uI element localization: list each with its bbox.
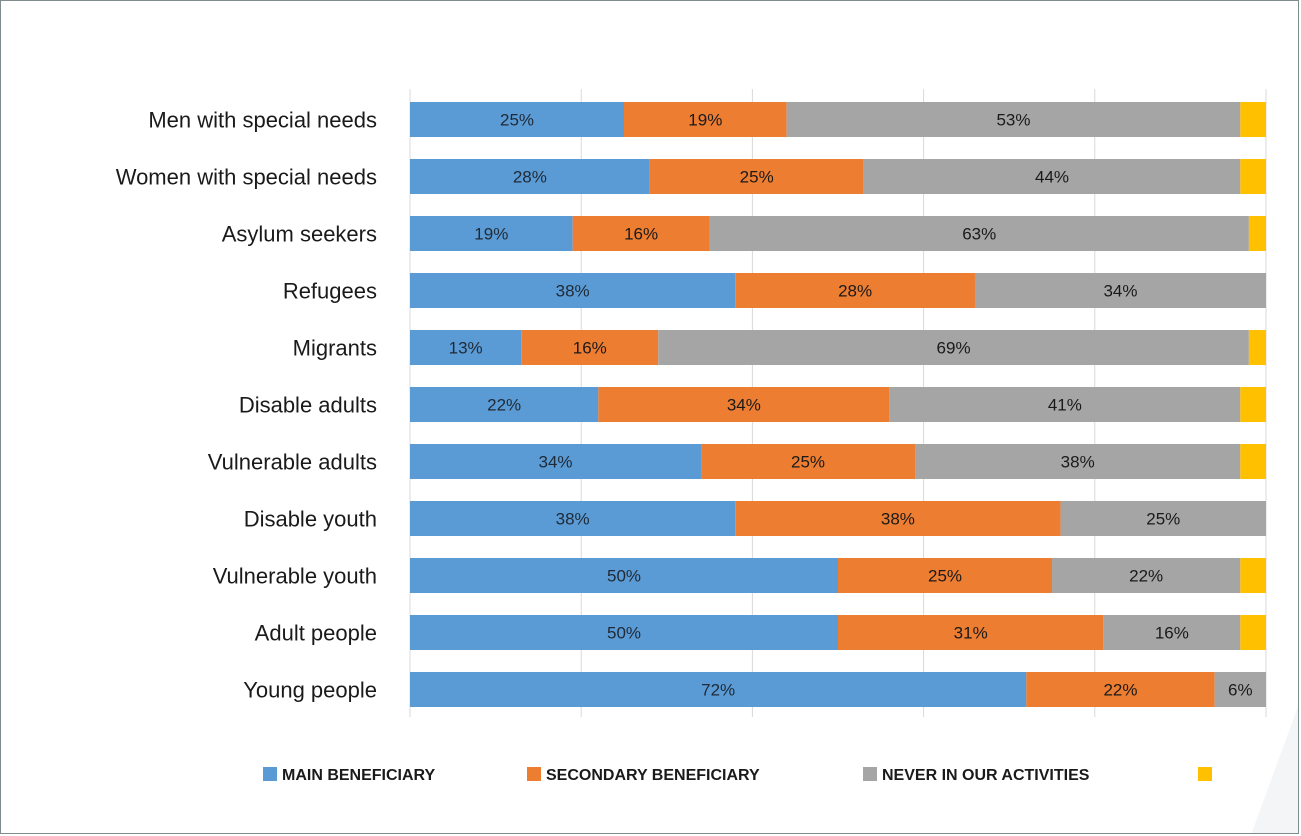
data-label-s0-r2: 19%	[474, 225, 508, 244]
data-label-s2-r3: 34%	[1103, 282, 1137, 301]
category-label-0: Men with special needs	[148, 108, 377, 133]
category-labels: Men with special needs Women with special…	[116, 108, 377, 703]
data-label-s2-r10: 6%	[1228, 681, 1253, 700]
legend-swatch-0	[263, 767, 277, 781]
legend-swatch-3	[1198, 767, 1212, 781]
category-label-9: Adult people	[255, 621, 377, 646]
data-label-s0-r10: 72%	[701, 681, 735, 700]
bar-segment-s0-r8	[410, 558, 838, 593]
bar-segment-s1-r3	[735, 273, 975, 308]
category-label-10: Young people	[243, 678, 377, 703]
data-label-s1-r0: 19%	[688, 111, 722, 130]
bar-segment-s2-r2	[709, 216, 1249, 251]
bar-segment-s3-r8	[1240, 558, 1266, 593]
legend: MAIN BENEFICIARY SECONDARY BENEFICIARY NEV…	[263, 767, 1212, 784]
data-label-s0-r3: 38%	[556, 282, 590, 301]
data-label-s2-r8: 22%	[1129, 567, 1163, 586]
category-label-7: Disable youth	[244, 507, 377, 532]
data-label-s2-r7: 25%	[1146, 510, 1180, 529]
data-label-s1-r7: 38%	[881, 510, 915, 529]
bar-segment-s0-r9	[410, 615, 838, 650]
bar-segment-s0-r7	[410, 501, 736, 536]
data-label-s2-r4: 69%	[937, 339, 971, 358]
legend-swatch-2	[863, 767, 877, 781]
bar-segment-s2-r4	[658, 330, 1249, 365]
bar-segment-s3-r9	[1240, 615, 1266, 650]
bar-segment-s0-r3	[410, 273, 736, 308]
bar-segment-s3-r6	[1240, 444, 1266, 479]
category-label-8: Vulnerable youth	[213, 564, 377, 589]
data-label-s2-r2: 63%	[962, 225, 996, 244]
category-label-2: Asylum seekers	[222, 222, 377, 247]
bar-segment-s0-r0	[410, 102, 624, 137]
data-label-s2-r9: 16%	[1155, 624, 1189, 643]
bar-segment-s3-r5	[1240, 387, 1266, 422]
bar-segment-s1-r6	[701, 444, 916, 479]
data-label-s0-r1: 28%	[513, 168, 547, 187]
bar-segment-s1-r2	[572, 216, 710, 251]
bar-segment-s3-r0	[1240, 102, 1266, 137]
data-label-s1-r2: 16%	[624, 225, 658, 244]
legend-label-0: MAIN BENEFICIARY	[282, 767, 436, 784]
bar-segment-s0-r2	[410, 216, 573, 251]
bar-segment-s1-r0	[624, 102, 787, 137]
data-label-s2-r1: 44%	[1035, 168, 1069, 187]
bar-segment-s2-r5	[889, 387, 1241, 422]
legend-label-1: SECONDARY BENEFICIARY	[546, 767, 760, 784]
data-label-s0-r5: 22%	[487, 396, 521, 415]
bar-segment-s2-r9	[1103, 615, 1241, 650]
category-label-1: Women with special needs	[116, 165, 377, 190]
bar-segment-s0-r10	[410, 672, 1027, 707]
data-label-s0-r6: 34%	[539, 453, 573, 472]
bar-segment-s1-r7	[735, 501, 1061, 536]
category-label-3: Refugees	[283, 279, 377, 304]
bar-segment-s2-r1	[863, 159, 1241, 194]
data-label-s0-r4: 13%	[449, 339, 483, 358]
data-label-s1-r6: 25%	[791, 453, 825, 472]
data-label-s1-r1: 25%	[740, 168, 774, 187]
bar-segment-s1-r10	[1026, 672, 1215, 707]
bar-segment-s3-r4	[1248, 330, 1266, 365]
bar-segment-s0-r6	[410, 444, 702, 479]
data-label-s1-r4: 16%	[573, 339, 607, 358]
legend-swatch-1	[527, 767, 541, 781]
bar-segment-s0-r1	[410, 159, 650, 194]
data-label-s2-r5: 41%	[1048, 396, 1082, 415]
data-label-s0-r0: 25%	[500, 111, 534, 130]
bar-segment-s3-r1	[1240, 159, 1266, 194]
data-label-s0-r9: 50%	[607, 624, 641, 643]
bar-segment-s2-r7	[1060, 501, 1266, 536]
bar-segment-s2-r10	[1214, 672, 1266, 707]
category-label-4: Migrants	[293, 336, 377, 361]
data-label-s1-r3: 28%	[838, 282, 872, 301]
data-label-s1-r9: 31%	[954, 624, 988, 643]
data-label-s2-r6: 38%	[1061, 453, 1095, 472]
data-label-s1-r5: 34%	[727, 396, 761, 415]
category-label-6: Vulnerable adults	[208, 450, 377, 475]
bar-segment-s2-r6	[915, 444, 1241, 479]
bar-segment-s2-r8	[1052, 558, 1241, 593]
bar-segment-s1-r4	[521, 330, 659, 365]
bar-segment-s2-r3	[974, 273, 1266, 308]
bar-segment-s0-r4	[410, 330, 522, 365]
data-label-s1-r8: 25%	[928, 567, 962, 586]
data-label-s1-r10: 22%	[1103, 681, 1137, 700]
bar-segment-s0-r5	[410, 387, 599, 422]
decorative-corner-shape	[1251, 706, 1298, 833]
bars: 25% 19% 53% 28% 25% 44% 19% 16% 63% 38% 28% 34% 13% 1…	[410, 102, 1266, 707]
bar-segment-s1-r9	[838, 615, 1104, 650]
category-label-5: Disable adults	[239, 393, 377, 418]
data-label-s0-r8: 50%	[607, 567, 641, 586]
data-label-s0-r7: 38%	[556, 510, 590, 529]
bar-segment-s1-r8	[838, 558, 1052, 593]
bar-segment-s1-r1	[649, 159, 864, 194]
bar-segment-s1-r5	[598, 387, 890, 422]
bar-segment-s3-r2	[1248, 216, 1266, 251]
bar-segment-s2-r0	[786, 102, 1241, 137]
data-label-s2-r0: 53%	[996, 111, 1030, 130]
legend-label-2: NEVER IN OUR ACTIVITIES	[882, 767, 1090, 784]
